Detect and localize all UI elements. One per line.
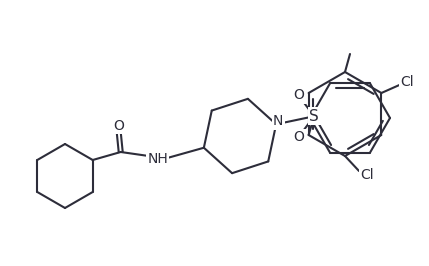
Text: O: O <box>294 130 305 144</box>
Text: Cl: Cl <box>401 75 414 89</box>
Text: NH: NH <box>147 152 168 166</box>
Text: O: O <box>113 119 124 133</box>
Text: N: N <box>273 114 283 128</box>
Text: Cl: Cl <box>360 168 374 182</box>
Text: O: O <box>294 88 305 102</box>
Text: S: S <box>309 109 319 124</box>
